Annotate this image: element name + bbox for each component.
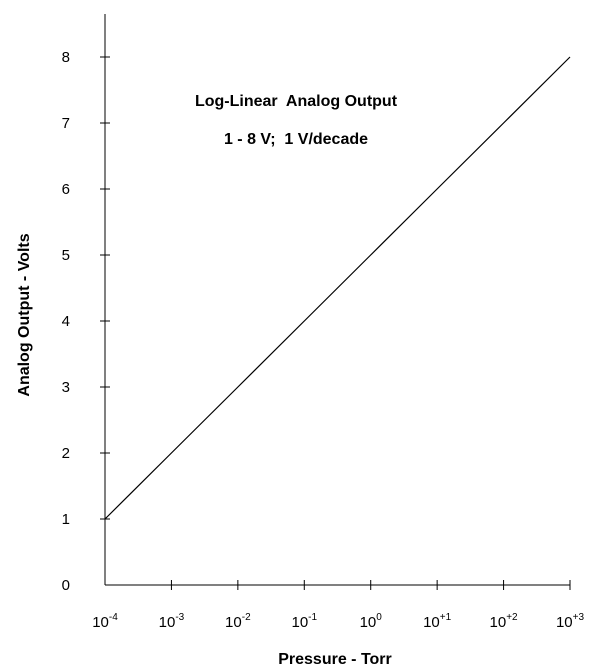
y-axis-title: Analog Output - Volts [16, 233, 33, 396]
x-tick-label: 10-3 [159, 612, 185, 631]
y-tick-label: 3 [62, 379, 70, 396]
x-tick-label: 10+1 [423, 612, 452, 631]
x-tick-label: 10+3 [556, 612, 585, 631]
y-tick-label: 1 [62, 511, 70, 528]
x-tick-label: 10+2 [490, 612, 519, 631]
x-tick-label: 10-1 [291, 612, 317, 631]
y-tick-label: 5 [62, 247, 70, 264]
y-tick-label: 0 [62, 577, 70, 594]
y-tick-label: 4 [62, 313, 70, 330]
y-tick-label: 2 [62, 445, 70, 462]
y-axis-ticks: 0 1 2 3 4 5 6 7 8 [62, 49, 110, 594]
x-tick-label: 100 [360, 612, 383, 631]
y-tick-label: 8 [62, 49, 70, 66]
x-axis-title: Pressure - Torr [278, 651, 392, 668]
series-line [104, 56, 571, 520]
y-tick-label: 7 [62, 115, 70, 132]
x-tick-label: 10-4 [92, 612, 118, 631]
annotation-subtitle: 1 - 8 V; 1 V/decade [224, 131, 368, 148]
x-axis-ticks: 10-4 10-3 10-2 10-1 100 10+1 10+2 10+3 [92, 580, 584, 631]
x-tick-label: 10-2 [225, 612, 251, 631]
plot-area [104, 14, 570, 586]
series-layer [104, 56, 571, 520]
y-tick-label: 6 [62, 181, 70, 198]
annotation-title: Log-Linear Analog Output [195, 93, 398, 110]
